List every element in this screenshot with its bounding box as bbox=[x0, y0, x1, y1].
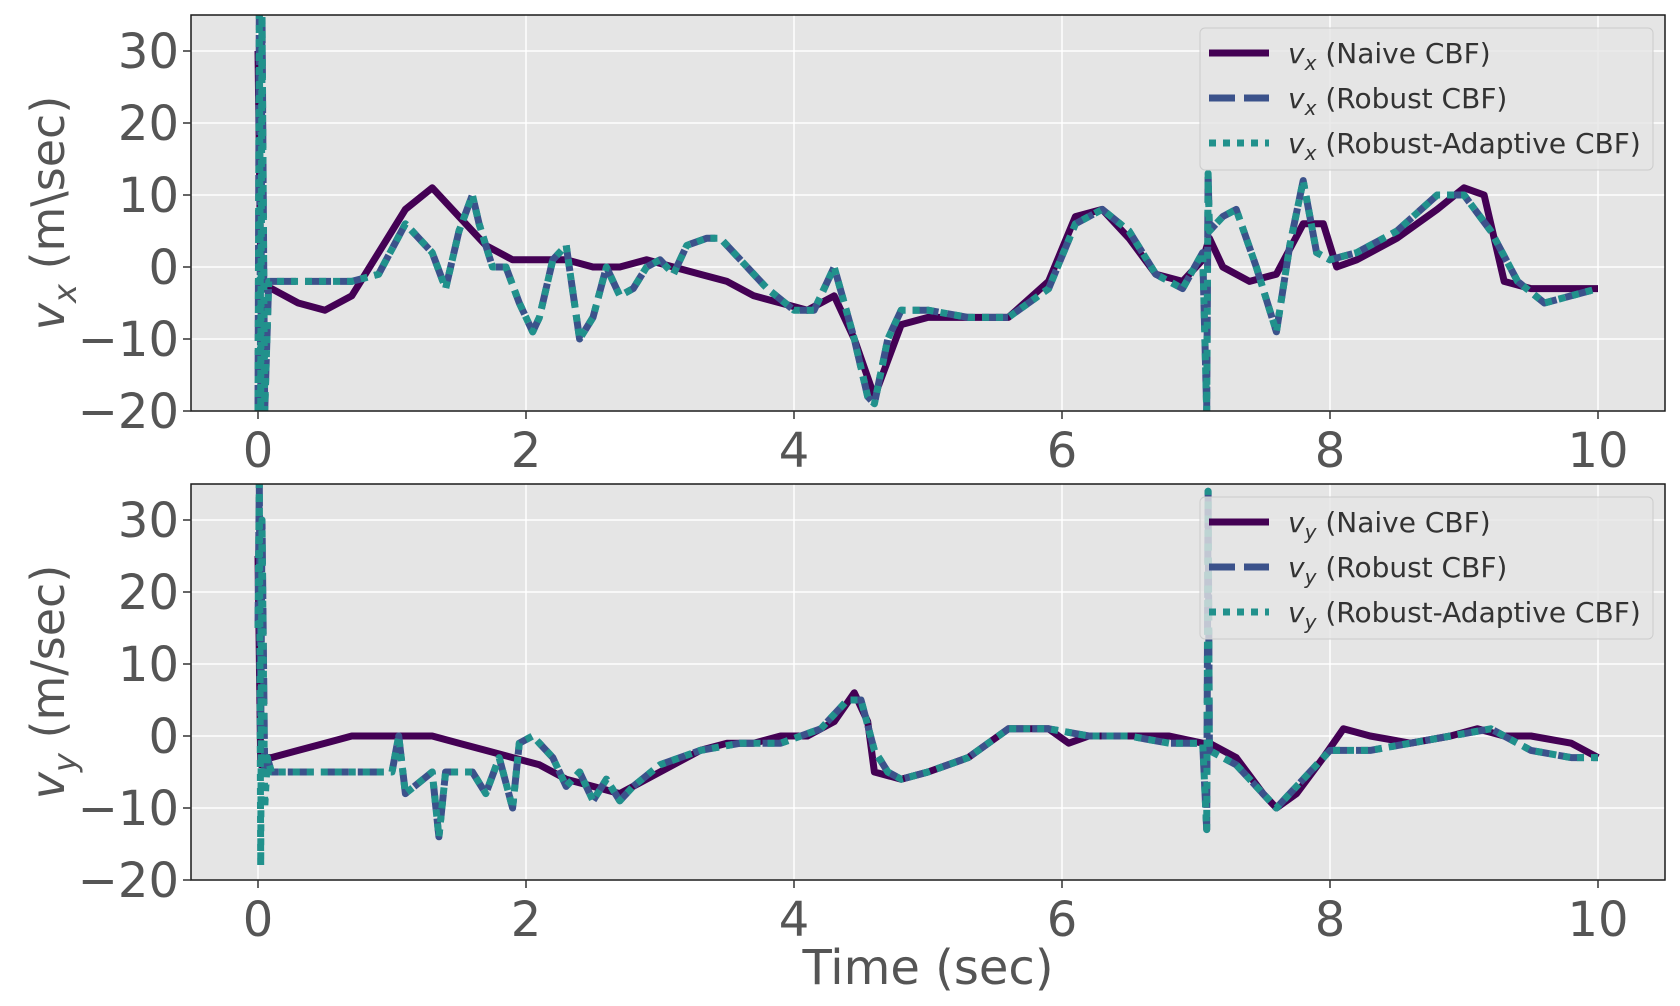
x-tick-label: 0 bbox=[243, 892, 274, 948]
vx-subplot: 0 2 4 6 8 10 −20 −10 0 10 20 30 vx (m\sec) vx (Naive … bbox=[21, 14, 1666, 479]
x-tick-label: 8 bbox=[1315, 892, 1346, 948]
legend-label-naive: vx (Naive CBF) bbox=[1288, 37, 1491, 75]
y-tick-label: −10 bbox=[78, 781, 179, 837]
plot-frame bbox=[190, 483, 1666, 881]
legend-box bbox=[1199, 496, 1654, 640]
legend-box bbox=[1199, 27, 1654, 171]
series-line-naive bbox=[254, 50, 1598, 401]
series-line-robust_adaptive bbox=[254, 484, 1598, 870]
y-axis-label: vx (m\sec) bbox=[21, 96, 84, 331]
y-tick-label: 10 bbox=[118, 168, 179, 224]
series-line-robust_adaptive bbox=[254, 15, 1599, 411]
x-tick-label: 6 bbox=[1047, 423, 1078, 479]
x-tick-label: 0 bbox=[243, 423, 274, 479]
legend: vx (Naive CBF) vx (Robust CBF) vx (Robust-… bbox=[1199, 27, 1654, 171]
y-tick-label: 30 bbox=[118, 24, 179, 80]
y-tick-label: 0 bbox=[148, 240, 179, 296]
x-tick-label: 10 bbox=[1567, 892, 1628, 948]
x-tick-label: 2 bbox=[511, 892, 542, 948]
legend-label-robust_adaptive: vy (Robust-Adaptive CBF) bbox=[1288, 596, 1641, 634]
y-tick-label: 0 bbox=[148, 709, 179, 765]
x-axis-label: Time (sec) bbox=[801, 940, 1053, 996]
y-axis-label: vy (m/sec) bbox=[21, 565, 84, 800]
series-group bbox=[254, 484, 1600, 870]
x-tick-label: 2 bbox=[511, 423, 542, 479]
y-tick-label: 20 bbox=[118, 96, 179, 152]
y-tick-label: −20 bbox=[78, 384, 179, 440]
legend-label-robust: vx (Robust CBF) bbox=[1288, 82, 1507, 120]
y-tick-label: −20 bbox=[78, 853, 179, 909]
legend-label-robust: vy (Robust CBF) bbox=[1288, 551, 1507, 589]
y-tick-label: 30 bbox=[118, 493, 179, 549]
y-tick-label: 10 bbox=[118, 637, 179, 693]
vy-subplot: 0 2 4 6 8 10 −20 −10 0 10 20 30 vy (m/sec) vy (Naive … bbox=[21, 483, 1666, 948]
y-tick-label: −10 bbox=[78, 312, 179, 368]
x-tick-label: 8 bbox=[1315, 423, 1346, 479]
x-tick-label: 6 bbox=[1047, 892, 1078, 948]
plot-frame bbox=[190, 14, 1666, 412]
x-tick-label: 4 bbox=[779, 892, 810, 948]
series-group bbox=[254, 15, 1599, 411]
legend-label-robust_adaptive: vx (Robust-Adaptive CBF) bbox=[1288, 127, 1641, 165]
x-tick-label: 10 bbox=[1567, 423, 1628, 479]
y-tick-label: 20 bbox=[118, 565, 179, 621]
legend: vy (Naive CBF) vy (Robust CBF) vy (Robust-… bbox=[1199, 496, 1654, 640]
legend-label-naive: vy (Naive CBF) bbox=[1288, 506, 1491, 544]
x-tick-label: 4 bbox=[779, 423, 810, 479]
